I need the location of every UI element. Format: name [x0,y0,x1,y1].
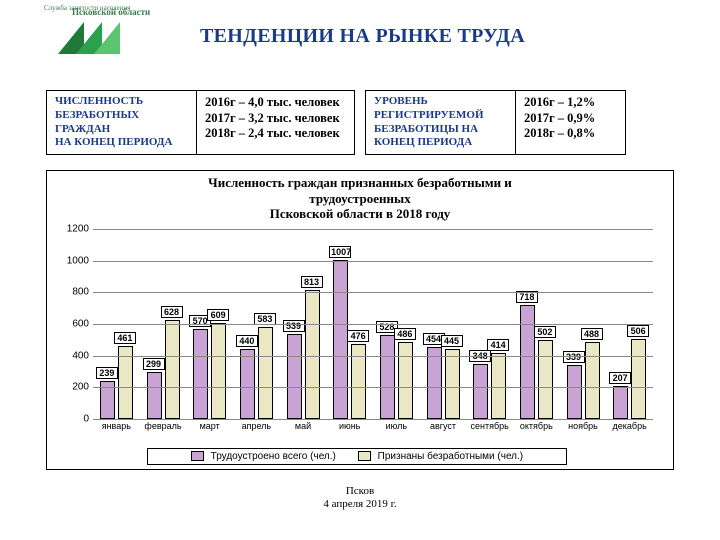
logo: Служба занятости населения Псковской обл… [50,6,170,66]
bar-unemployed [445,349,460,419]
bar-value-label: 609 [207,309,229,321]
bar-unemployed [305,290,320,419]
bar-employed [287,334,302,419]
x-tick-label: апрель [242,421,272,431]
bar-unemployed [398,342,413,419]
legend-swatch-b [358,451,371,461]
bar-value-label: 1007 [329,246,351,258]
bar-employed [520,305,535,419]
y-tick-label: 1000 [67,255,89,266]
table-unemployment-rate: УРОВЕНЬ РЕГИСТРИРУЕМОЙ БЕЗРАБОТИЦЫ НА КО… [365,90,626,155]
chart-title-line3: Псковской области в 2018 году [270,206,451,221]
chart-title-line1: Численность граждан признанных безработн… [208,175,512,190]
bar-value-label: 414 [487,339,509,351]
grid-line [93,324,653,325]
bar-value-label: 339 [563,351,585,363]
bar-value-label: 502 [534,326,556,338]
logo-triangle-3 [94,22,120,54]
bar-unemployed [491,353,506,419]
x-tick-label: июль [386,421,408,431]
y-tick-label: 400 [72,350,89,361]
bar-value-label: 486 [394,328,416,340]
bar-value-label: 628 [161,306,183,318]
bar-value-label: 539 [283,320,305,332]
bar-value-label: 583 [254,313,276,325]
bar-unemployed [118,346,133,419]
bar-employed [147,372,162,419]
chart-x-labels: январь февраль март апрель май июнь июль август… [93,421,653,437]
grid-line [93,292,653,293]
summary-tables: ЧИСЛЕННОСТЬ БЕЗРАБОТНЫХ ГРАЖДАННА КОНЕЦ … [46,90,626,155]
bar-value-label: 488 [581,328,603,340]
bar-unemployed [585,342,600,419]
footer-city: Псков [346,485,374,497]
grid-line [93,229,653,230]
bar-value-label: 813 [301,276,323,288]
x-tick-label: июнь [339,421,360,431]
chart-title: Численность граждан признанных безработн… [47,171,673,224]
bar-value-label: 440 [236,335,258,347]
table-unemployed-count: ЧИСЛЕННОСТЬ БЕЗРАБОТНЫХ ГРАЖДАННА КОНЕЦ … [46,90,355,155]
footer: Псков 4 апреля 2019 г. [0,485,720,513]
y-tick-label: 200 [72,382,89,393]
x-tick-label: ноябрь [568,421,598,431]
chart-plot-area: 2394612996285706094405835398131007476528… [93,229,653,419]
x-tick-label: октябрь [520,421,553,431]
bar-value-label: 461 [114,332,136,344]
bar-employed [427,347,442,419]
bar-value-label: 299 [143,358,165,370]
y-tick-label: 800 [72,287,89,298]
grid-line [93,387,653,388]
footer-date: 4 апреля 2019 г. [323,498,396,510]
table-right-values: 2016г – 1,2%2017г – 0,9%2018г – 0,8% [516,91,626,155]
legend-item-unemployed: Признаны безработными (чел.) [358,451,523,462]
bar-value-label: 207 [609,372,631,384]
chart-title-line2: трудоустроенных [309,191,410,206]
legend-label-b: Признаны безработными (чел.) [378,451,523,462]
x-tick-label: август [430,421,456,431]
bar-employed [613,386,628,419]
grid-line [93,356,653,357]
table-left-values: 2016г – 4,0 тыс. человек2017г – 3,2 тыс.… [197,91,355,155]
table-right-header: УРОВЕНЬ РЕГИСТРИРУЕМОЙ БЕЗРАБОТИЦЫ НА КО… [366,91,516,155]
bar-employed [473,364,488,419]
bar-chart: Численность граждан признанных безработн… [46,170,674,470]
bar-employed [567,365,582,419]
logo-region-text: Псковской области [72,7,150,17]
y-tick-label: 1200 [67,224,89,235]
x-tick-label: февраль [144,421,181,431]
bar-unemployed [538,340,553,419]
bar-employed [380,335,395,419]
legend-swatch-a [191,451,204,461]
bar-value-label: 476 [347,330,369,342]
bar-unemployed [165,320,180,419]
x-tick-label: январь [102,421,131,431]
bar-unemployed [631,339,646,419]
x-tick-label: сентябрь [470,421,508,431]
bar-value-label: 445 [441,335,463,347]
x-tick-label: март [200,421,220,431]
legend-label-a: Трудоустроено всего (чел.) [211,451,336,462]
page-title: ТЕНДЕНЦИИ НА РЫНКЕ ТРУДА [200,25,525,48]
table-left-header: ЧИСЛЕННОСТЬ БЕЗРАБОТНЫХ ГРАЖДАННА КОНЕЦ … [47,91,197,155]
chart-legend: Трудоустроено всего (чел.) Признаны безр… [147,448,567,465]
bar-value-label: 506 [627,325,649,337]
grid-line [93,419,653,420]
bar-employed [333,260,348,419]
x-tick-label: декабрь [613,421,647,431]
bar-employed [193,329,208,419]
legend-item-employed: Трудоустроено всего (чел.) [191,451,336,462]
y-tick-label: 0 [83,414,89,425]
y-tick-label: 600 [72,319,89,330]
bar-unemployed [258,327,273,419]
x-tick-label: май [295,421,311,431]
bar-employed [240,349,255,419]
grid-line [93,261,653,262]
bar-value-label: 239 [96,367,118,379]
bar-unemployed [211,323,226,419]
